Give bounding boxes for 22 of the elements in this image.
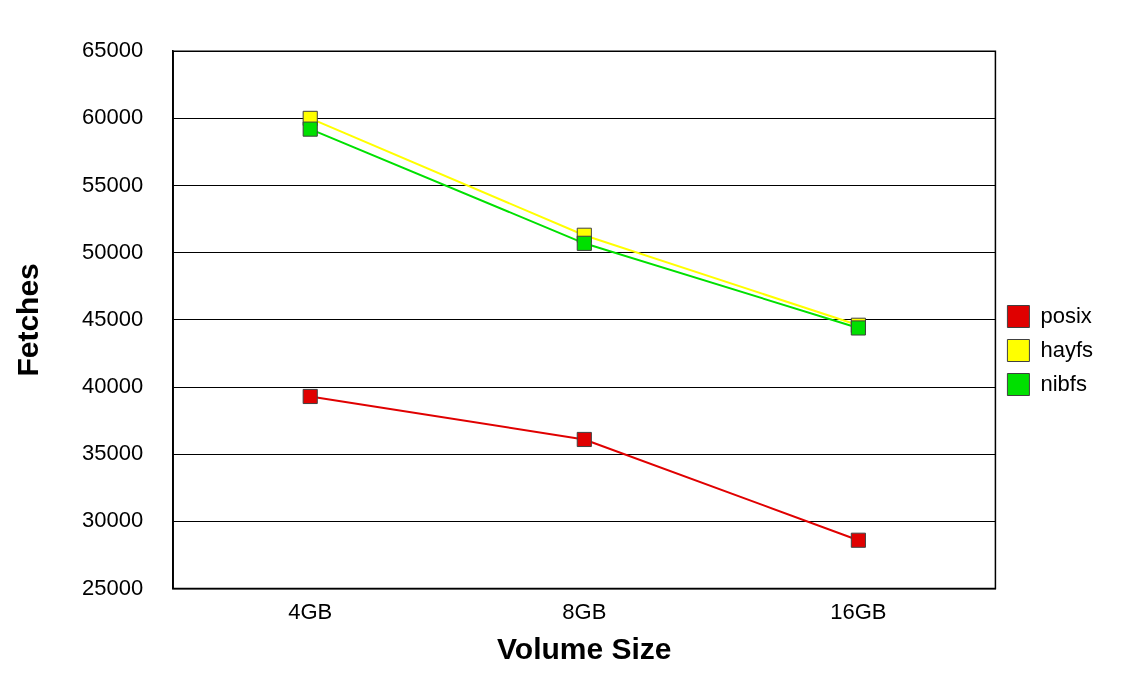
- x-tick-label: 16GB: [830, 598, 887, 624]
- point: [302, 388, 318, 405]
- point: [302, 121, 318, 137]
- legend-label: hayfs: [1040, 336, 1094, 362]
- y-tick-label: 35000: [81, 440, 144, 466]
- y-tick-label: 60000: [81, 104, 144, 130]
- point: [850, 532, 866, 548]
- y-tick-label: 65000: [81, 37, 144, 63]
- x-axis-title: Volume Size: [497, 632, 672, 666]
- legend-label: posix: [1040, 302, 1092, 328]
- x-tick-label: 4GB: [288, 598, 333, 624]
- legend-label: nibfs: [1040, 370, 1087, 396]
- y-tick-label: 40000: [81, 373, 144, 399]
- y-tick-label: 55000: [81, 171, 144, 197]
- point: [576, 235, 592, 251]
- y-tick-label: 30000: [81, 507, 144, 533]
- y-tick-label: 50000: [81, 238, 144, 264]
- y-axis-title: Fetches: [11, 263, 45, 377]
- point: [576, 431, 592, 448]
- x-tick-label: 8GB: [562, 598, 607, 624]
- y-tick-label: 45000: [81, 305, 144, 331]
- y-tick-label: 25000: [81, 574, 144, 600]
